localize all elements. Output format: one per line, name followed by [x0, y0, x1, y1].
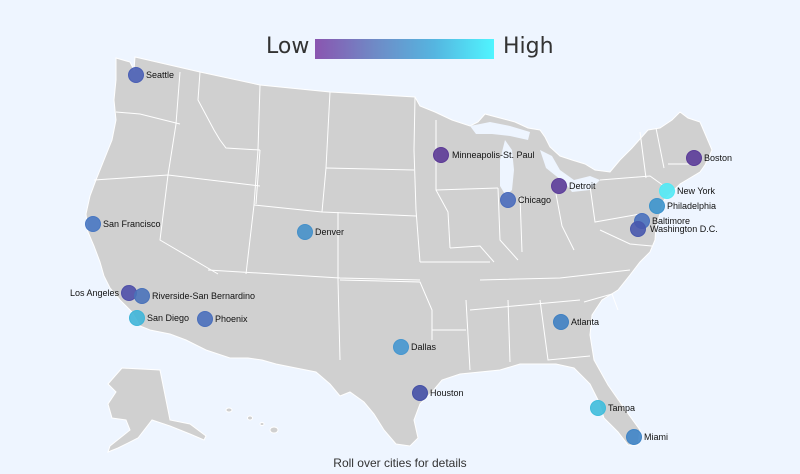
legend-gradient-bar [315, 39, 494, 59]
city-label: Houston [430, 388, 464, 398]
rollover-hint: Roll over cities for details [333, 456, 467, 470]
city-marker-riverside-san-bernardino[interactable]: Riverside-San Bernardino [134, 288, 256, 304]
city-label: Los Angeles [70, 288, 120, 298]
city-label: Denver [315, 227, 344, 237]
city-marker-atlanta[interactable]: Atlanta [553, 314, 600, 330]
city-label: Chicago [518, 195, 551, 205]
city-dot[interactable] [686, 150, 702, 166]
city-dot[interactable] [630, 221, 646, 237]
city-marker-new-york[interactable]: New York [659, 183, 716, 199]
city-label: Washington D.C. [650, 224, 718, 234]
lake-superior [470, 122, 530, 140]
city-marker-washington-d-c[interactable]: Washington D.C. [630, 221, 718, 237]
city-marker-detroit[interactable]: Detroit [551, 178, 597, 194]
us-mainland-shape [85, 56, 713, 447]
city-label: Boston [704, 153, 732, 163]
city-label: Phoenix [215, 314, 248, 324]
city-marker-san-diego[interactable]: San Diego [129, 310, 190, 326]
city-label: Dallas [411, 342, 437, 352]
city-dot[interactable] [626, 429, 642, 445]
city-marker-seattle[interactable]: Seattle [128, 67, 175, 83]
city-dot[interactable] [553, 314, 569, 330]
city-label: Tampa [608, 403, 635, 413]
city-dot[interactable] [649, 198, 665, 214]
city-dot[interactable] [128, 67, 144, 83]
city-label: Philadelphia [667, 201, 716, 211]
city-dot[interactable] [393, 339, 409, 355]
city-marker-minneapolis-st-paul[interactable]: Minneapolis-St. Paul [433, 147, 535, 163]
city-dot[interactable] [590, 400, 606, 416]
city-dot[interactable] [551, 178, 567, 194]
city-label: San Diego [147, 313, 189, 323]
city-label: New York [677, 186, 716, 196]
city-label: Detroit [569, 181, 596, 191]
city-dot[interactable] [85, 216, 101, 232]
color-legend: Low High [0, 32, 800, 66]
state-borders [93, 71, 696, 371]
city-marker-houston[interactable]: Houston [412, 385, 464, 401]
city-dot[interactable] [197, 311, 213, 327]
lake-michigan [500, 140, 514, 196]
hawaii-shape [225, 407, 279, 434]
city-label: Minneapolis-St. Paul [452, 150, 535, 160]
city-dot[interactable] [412, 385, 428, 401]
city-marker-boston[interactable]: Boston [686, 150, 733, 166]
city-dot[interactable] [129, 310, 145, 326]
city-label: Miami [644, 432, 668, 442]
city-marker-miami[interactable]: Miami [626, 429, 669, 445]
city-marker-chicago[interactable]: Chicago [500, 192, 552, 208]
city-label: Seattle [146, 70, 174, 80]
city-marker-denver[interactable]: Denver [297, 224, 345, 240]
city-marker-los-angeles[interactable]: Los Angeles [70, 285, 137, 301]
city-marker-tampa[interactable]: Tampa [590, 400, 636, 416]
city-dot[interactable] [134, 288, 150, 304]
lake-huron-erie [540, 150, 600, 192]
city-dot[interactable] [659, 183, 675, 199]
city-label: San Francisco [103, 219, 161, 229]
city-dot[interactable] [297, 224, 313, 240]
city-marker-dallas[interactable]: Dallas [393, 339, 437, 355]
city-label: Riverside-San Bernardino [152, 291, 255, 301]
city-marker-phoenix[interactable]: Phoenix [197, 311, 249, 327]
legend-high-label: High [503, 34, 554, 59]
city-dot[interactable] [433, 147, 449, 163]
alaska-shape [107, 367, 207, 453]
city-dot[interactable] [500, 192, 516, 208]
city-label: Atlanta [571, 317, 599, 327]
legend-low-label: Low [266, 34, 310, 59]
city-marker-san-francisco[interactable]: San Francisco [85, 216, 161, 232]
city-markers: Seattle San Francisco Denver Los Angeles Riv… [70, 67, 733, 445]
city-dot[interactable] [121, 285, 137, 301]
city-marker-philadelphia[interactable]: Philadelphia [649, 198, 717, 214]
city-label: Baltimore [652, 216, 690, 226]
